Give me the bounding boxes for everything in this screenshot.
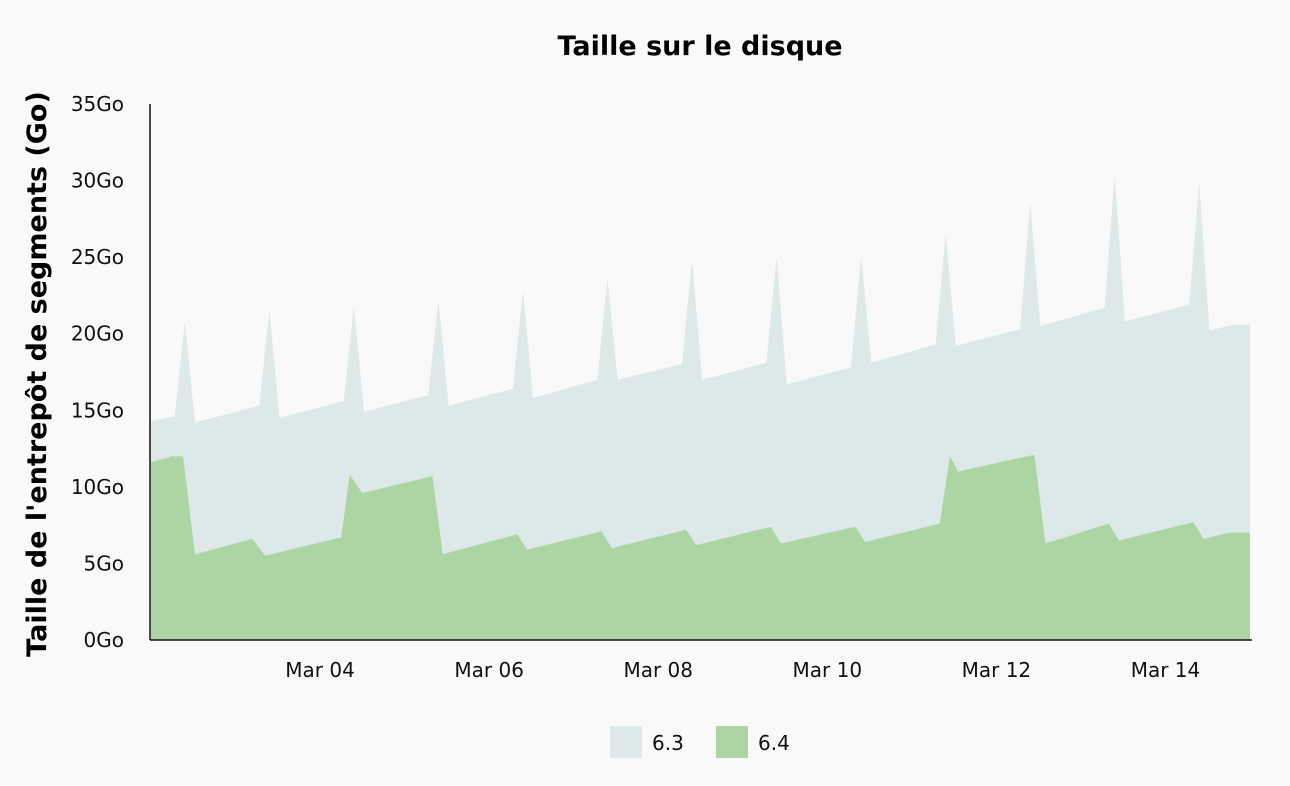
x-tick-label: Mar 10 — [793, 658, 863, 682]
y-tick-label: 30Go — [71, 169, 124, 193]
x-axis-ticks: Mar 04 Mar 06 Mar 08 Mar 10 Mar 12 Mar 14 — [285, 658, 1200, 682]
y-tick-label: 35Go — [71, 92, 124, 116]
y-tick-label: 0Go — [84, 628, 124, 652]
legend-swatch — [716, 726, 748, 758]
y-axis-ticks: 0Go 5Go 10Go 15Go 20Go 25Go 30Go 35Go — [71, 92, 124, 652]
area-series-group — [151, 174, 1250, 640]
y-tick-label: 25Go — [71, 245, 124, 269]
y-axis-label: Taille de l'entrepôt de segments (Go) — [22, 91, 53, 657]
x-tick-label: Mar 12 — [962, 658, 1032, 682]
legend-label: 6.3 — [652, 731, 684, 755]
x-tick-label: Mar 06 — [454, 658, 524, 682]
legend-label: 6.4 — [758, 731, 790, 755]
x-tick-label: Mar 08 — [623, 658, 693, 682]
y-tick-label: 10Go — [71, 475, 124, 499]
legend-swatch — [610, 726, 642, 758]
area-series-6-4 — [151, 454, 1250, 640]
chart-title: Taille sur le disque — [557, 31, 842, 62]
x-tick-label: Mar 04 — [285, 658, 355, 682]
x-tick-label: Mar 14 — [1131, 658, 1201, 682]
y-tick-label: 5Go — [84, 551, 124, 575]
y-tick-label: 20Go — [71, 322, 124, 346]
legend: 6.3 6.4 — [610, 726, 790, 758]
y-tick-label: 15Go — [71, 398, 124, 422]
